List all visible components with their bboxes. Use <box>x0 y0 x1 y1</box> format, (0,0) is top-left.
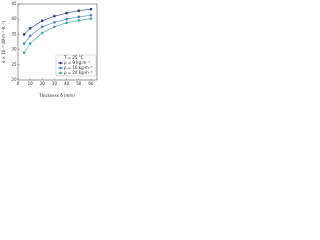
data-point <box>89 17 93 20</box>
data-point <box>65 17 68 21</box>
x-axis-label: Thickness δ (mm) <box>38 93 75 98</box>
y-tick-label: 45 <box>11 1 17 6</box>
y-tick-label: 35 <box>11 31 17 36</box>
x-tick-label: 60 <box>88 81 94 86</box>
x-tick-label: 50 <box>76 81 82 86</box>
data-point <box>28 42 32 45</box>
data-point <box>77 15 81 19</box>
data-point <box>77 19 81 22</box>
x-tick-label: 30 <box>52 81 58 86</box>
data-point <box>77 9 81 12</box>
y-axis-label: λ × 10⁻³ (W·m⁻¹·K⁻¹) <box>1 21 6 63</box>
data-point <box>28 34 32 38</box>
plot-frame <box>17 3 98 81</box>
data-point <box>53 14 56 18</box>
legend-label: ρ = 16 kg·m⁻³ <box>64 65 93 70</box>
data-point <box>22 33 26 36</box>
legend-label: ρ = 9 kg·m⁻³ <box>64 60 90 65</box>
x-tick-label: 40 <box>64 81 70 86</box>
data-point <box>65 11 68 15</box>
data-point <box>22 51 26 54</box>
legend-label: ρ = 24 kg·m⁻³ <box>64 70 93 75</box>
data-point <box>89 7 93 11</box>
x-tick-label: 10 <box>28 81 34 86</box>
y-tick-label: 40 <box>11 16 17 21</box>
legend-marker <box>59 66 62 70</box>
legend-marker <box>59 61 62 65</box>
page: {"chart_data": {"type": "line", "x_label… <box>0 0 100 109</box>
series-line <box>23 18 91 53</box>
data-point <box>53 25 56 29</box>
data-point <box>41 25 44 29</box>
data-point <box>41 19 44 23</box>
x-tick-label: 20 <box>40 81 46 86</box>
data-point <box>89 13 93 17</box>
chart: Thickness δ (mm) λ × 10⁻³ (W·m⁻¹·K⁻¹) 0 1… <box>1 1 98 98</box>
legend-title: T = 25 °C <box>63 55 84 60</box>
data-point <box>22 42 26 45</box>
legend-box <box>55 54 97 77</box>
data-point <box>28 27 32 30</box>
y-tick-label: 30 <box>11 47 17 52</box>
x-tick-label: 0 <box>17 81 20 86</box>
data-point <box>65 21 68 25</box>
data-point <box>53 20 56 24</box>
y-tick-label: 20 <box>11 77 17 82</box>
series-line <box>23 14 91 44</box>
data-point <box>41 31 44 35</box>
y-tick-label: 25 <box>11 62 17 67</box>
legend-marker <box>59 71 62 75</box>
